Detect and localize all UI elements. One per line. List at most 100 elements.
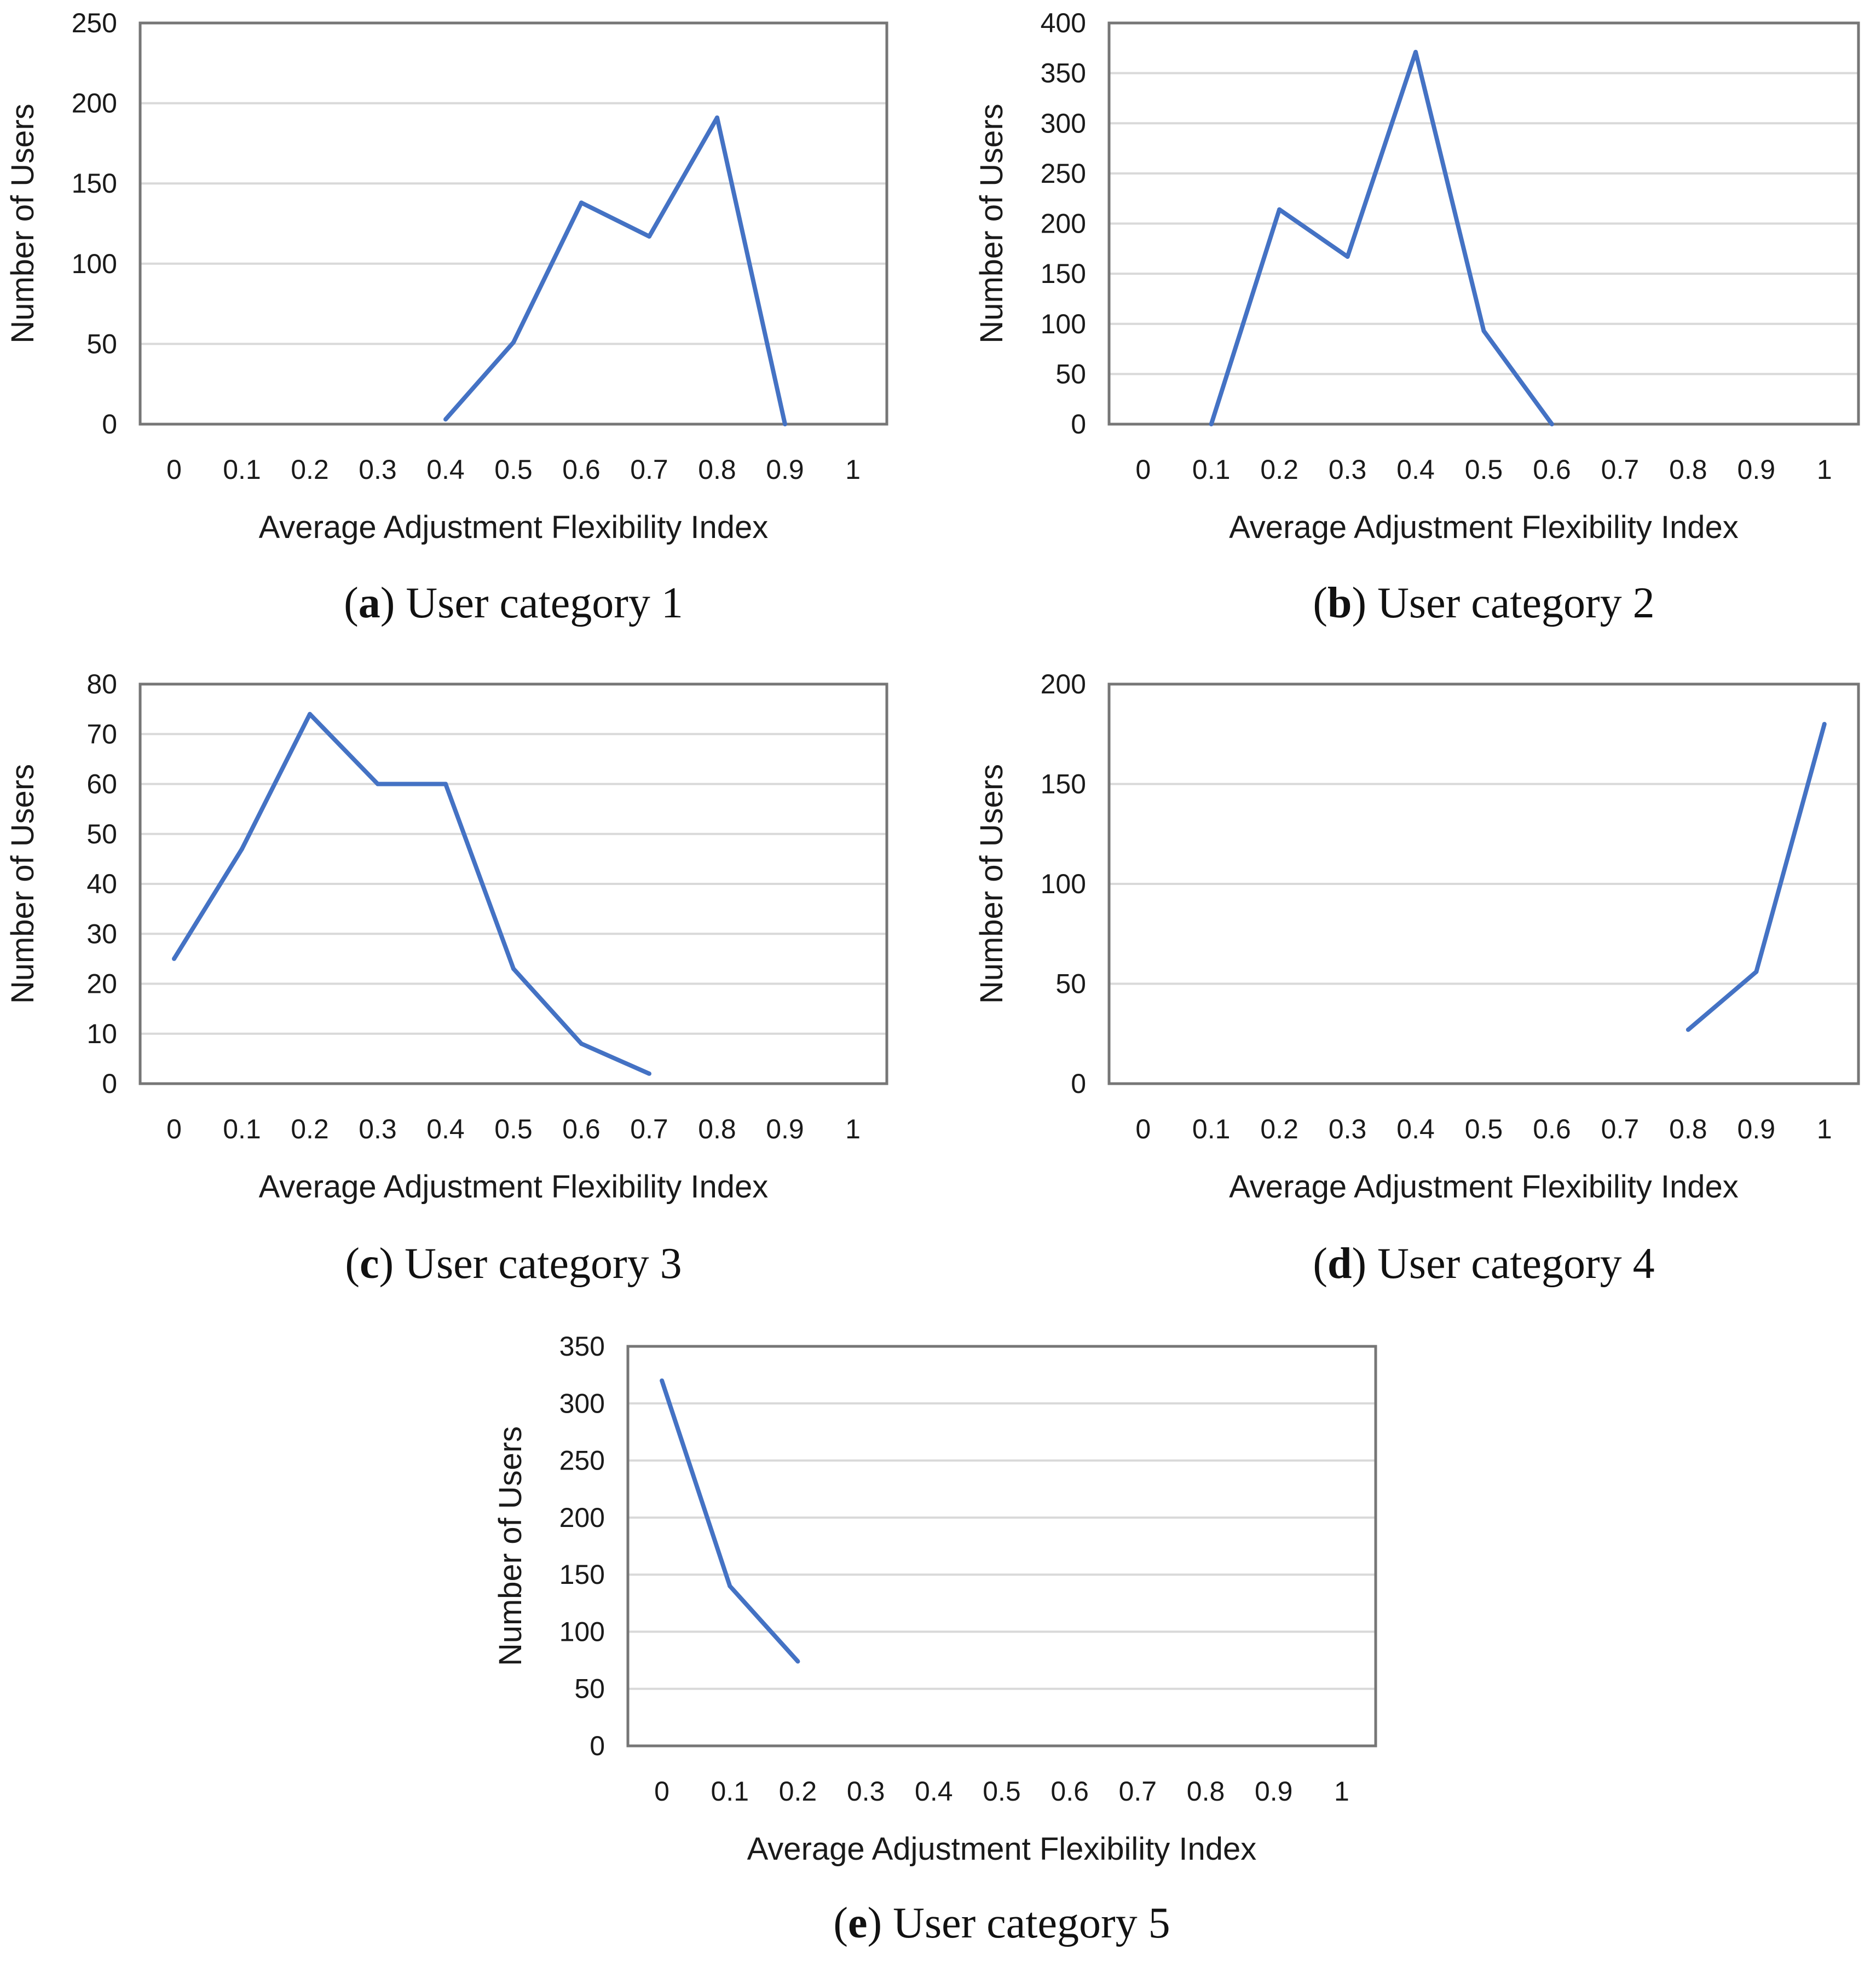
x-tick-label: 1: [1334, 1776, 1349, 1807]
y-axis-title: Number of Users: [974, 103, 1009, 343]
x-tick-label: 0: [166, 454, 182, 485]
x-tick-label: 0.4: [1396, 454, 1435, 485]
y-tick-label: 100: [72, 248, 117, 279]
y-axis-title: Number of Users: [5, 103, 41, 343]
y-tick-label: 100: [1041, 869, 1086, 899]
data-point: [172, 956, 176, 961]
y-tick-label: 200: [1041, 209, 1086, 239]
y-tick-label: 200: [72, 88, 117, 119]
y-tick-label: 250: [72, 8, 117, 38]
data-point: [1345, 254, 1350, 259]
caption-close-paren: ): [1352, 579, 1367, 627]
y-tick-label: 0: [102, 1068, 117, 1099]
y-tick-label: 150: [559, 1559, 605, 1590]
y-tick-label: 0: [1071, 1068, 1086, 1099]
data-point: [783, 422, 787, 426]
chart-panel-e: 0 50 100 150 200 250 300 350 0 0.1 0.2 0.3 0.4 0.5 0.6…: [493, 1331, 1377, 1947]
x-tick-label: 0.7: [630, 454, 668, 485]
x-tick-label: 0.1: [223, 454, 261, 485]
x-tick-label: 0.2: [1260, 1114, 1298, 1144]
y-tick-label: 150: [1041, 258, 1086, 289]
x-tick-label: 0.7: [1119, 1776, 1157, 1807]
y-tick-label: 400: [1041, 8, 1086, 38]
x-tick-label: 0.5: [494, 454, 533, 485]
x-axis-title: Average Adjustment Flexibility Index: [259, 1169, 769, 1205]
y-tick-label: 200: [1041, 669, 1086, 699]
y-axis-title: Number of Users: [493, 1426, 528, 1666]
x-tick-label: 0.6: [1533, 454, 1571, 485]
data-point: [1481, 328, 1486, 333]
data-point: [579, 1042, 584, 1046]
series-line: [443, 115, 787, 425]
data-point: [240, 847, 244, 852]
caption-letter: a: [359, 579, 380, 627]
y-tick-label: 0: [102, 409, 117, 439]
caption-open-paren: (: [1313, 579, 1327, 627]
x-tick-label: 0: [166, 1114, 182, 1144]
y-tick-label: 100: [1041, 309, 1086, 339]
x-tick-label: 0.7: [1601, 1114, 1640, 1144]
x-tick-label: 0.4: [1396, 1114, 1435, 1144]
y-tick-label: 300: [559, 1388, 605, 1419]
caption-open-paren: (: [344, 579, 359, 627]
y-tick-label: 200: [559, 1502, 605, 1533]
panel-caption: (e) User category 5: [833, 1899, 1170, 1947]
data-point: [443, 782, 448, 786]
y-tick-label: 100: [559, 1616, 605, 1647]
y-tick-label: 50: [86, 328, 117, 359]
x-axis-title: Average Adjustment Flexibility Index: [747, 1831, 1257, 1867]
x-tick-label: 0.5: [1465, 454, 1503, 485]
y-tick-label: 20: [86, 969, 117, 999]
y-tick-label: 10: [86, 1019, 117, 1049]
data-point: [511, 967, 516, 971]
x-tick-label: 0.9: [766, 1114, 804, 1144]
data-point: [660, 1378, 665, 1383]
plot-frame: [626, 1345, 1377, 1748]
plot-frame: [1107, 21, 1860, 426]
y-tick-label: 50: [1055, 358, 1086, 389]
y-tick-label: 250: [1041, 158, 1086, 189]
x-tick-label: 0: [1135, 454, 1151, 485]
x-tick-label: 0.3: [1329, 1114, 1367, 1144]
x-tick-label: 0.9: [766, 454, 804, 485]
y-tick-label: 150: [72, 168, 117, 199]
x-tick-label: 0.1: [1192, 454, 1231, 485]
data-point: [511, 340, 516, 345]
y-tick-label: 40: [86, 869, 117, 899]
y-axis-title: Number of Users: [5, 764, 41, 1004]
data-point: [579, 200, 584, 205]
x-tick-label: 0.2: [779, 1776, 817, 1807]
x-tick-label: 0.2: [291, 1114, 329, 1144]
data-point: [1277, 207, 1282, 212]
plot-frame: [138, 682, 888, 1085]
y-tick-label: 150: [1041, 769, 1086, 800]
x-tick-label: 0: [1135, 1114, 1151, 1144]
panel-caption: (c) User category 3: [345, 1240, 682, 1288]
y-tick-label: 350: [559, 1331, 605, 1362]
caption-letter: e: [848, 1899, 868, 1947]
data-point: [376, 782, 380, 786]
x-tick-label: 0.8: [698, 1114, 736, 1144]
x-axis-title: Average Adjustment Flexibility Index: [1229, 1169, 1739, 1205]
x-tick-label: 0.3: [359, 454, 397, 485]
caption-letter: d: [1327, 1240, 1352, 1288]
caption-close-paren: ): [868, 1899, 882, 1947]
x-tick-label: 0.4: [426, 454, 465, 485]
x-tick-label: 0.8: [698, 454, 736, 485]
caption-text: User category 3: [394, 1240, 682, 1288]
caption-letter: b: [1327, 579, 1352, 627]
y-axis-title: Number of Users: [974, 764, 1009, 1004]
x-axis-title: Average Adjustment Flexibility Index: [1229, 510, 1739, 545]
y-tick-label: 250: [559, 1445, 605, 1476]
x-axis-title: Average Adjustment Flexibility Index: [259, 510, 769, 545]
x-tick-label: 0.3: [1329, 454, 1367, 485]
data-point: [1549, 422, 1554, 426]
x-tick-label: 1: [1817, 454, 1832, 485]
caption-open-paren: (: [345, 1240, 360, 1288]
x-tick-label: 0.5: [983, 1776, 1021, 1807]
data-point: [728, 1584, 732, 1588]
data-point: [443, 417, 448, 422]
x-tick-label: 0.2: [291, 454, 329, 485]
x-tick-label: 0.6: [562, 1114, 601, 1144]
panel-caption: (d) User category 4: [1313, 1240, 1654, 1288]
